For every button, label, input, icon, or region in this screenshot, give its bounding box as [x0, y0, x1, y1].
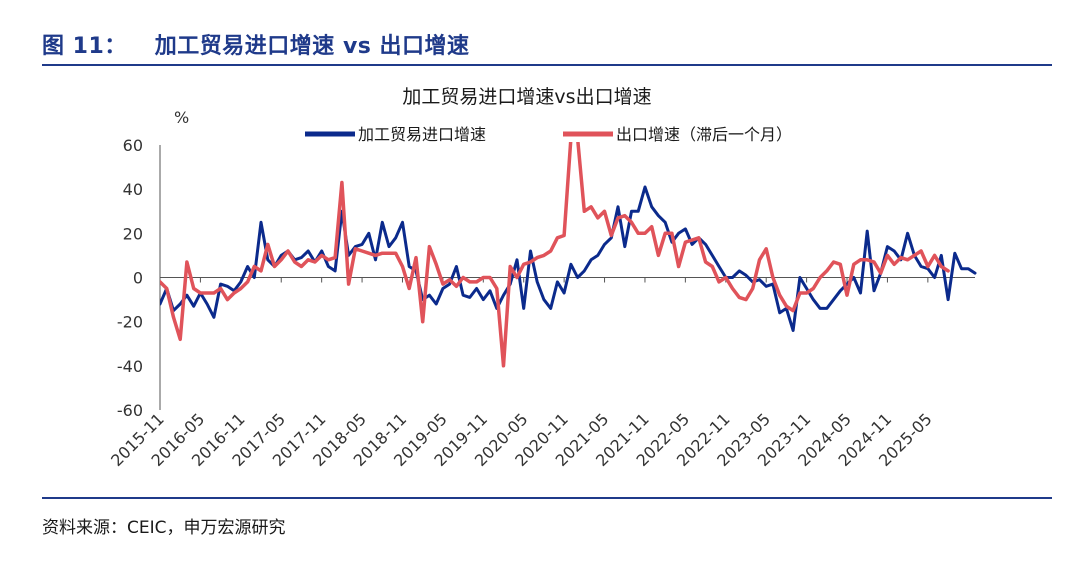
chart-title: 加工贸易进口增速vs出口增速 — [402, 86, 651, 108]
y-tick-label: -40 — [117, 357, 143, 376]
source-note: 资料来源：CEIC，申万宏源研究 — [42, 518, 286, 538]
legend-label-import: 加工贸易进口增速 — [358, 125, 486, 144]
y-tick-label: -60 — [117, 401, 143, 420]
y-tick-label: 20 — [123, 224, 143, 243]
figure-header: 图 11： 加工贸易进口增速 vs 出口增速 — [42, 28, 470, 60]
series-line-import — [160, 185, 977, 332]
figure-title: 加工贸易进口增速 vs 出口增速 — [154, 34, 470, 59]
series-line-export — [160, 142, 950, 368]
y-tick-label: 0 — [133, 269, 143, 288]
figure-label: 图 11： — [42, 34, 127, 59]
top-divider — [42, 64, 1052, 66]
y-tick-label: 40 — [123, 180, 143, 199]
legend: 加工贸易进口增速 出口增速（滞后一个月） — [305, 125, 792, 144]
y-axis: 60 40 20 0 -20 -40 -60 — [117, 136, 161, 420]
bottom-divider — [42, 497, 1052, 499]
y-axis-unit: % — [174, 108, 189, 127]
plot-area — [160, 142, 977, 368]
legend-label-export: 出口增速（滞后一个月） — [616, 125, 792, 144]
x-axis: 2015-112016-052016-112017-052017-112018-… — [107, 277, 975, 470]
y-tick-label: 60 — [123, 136, 143, 155]
y-tick-label: -20 — [117, 313, 143, 332]
